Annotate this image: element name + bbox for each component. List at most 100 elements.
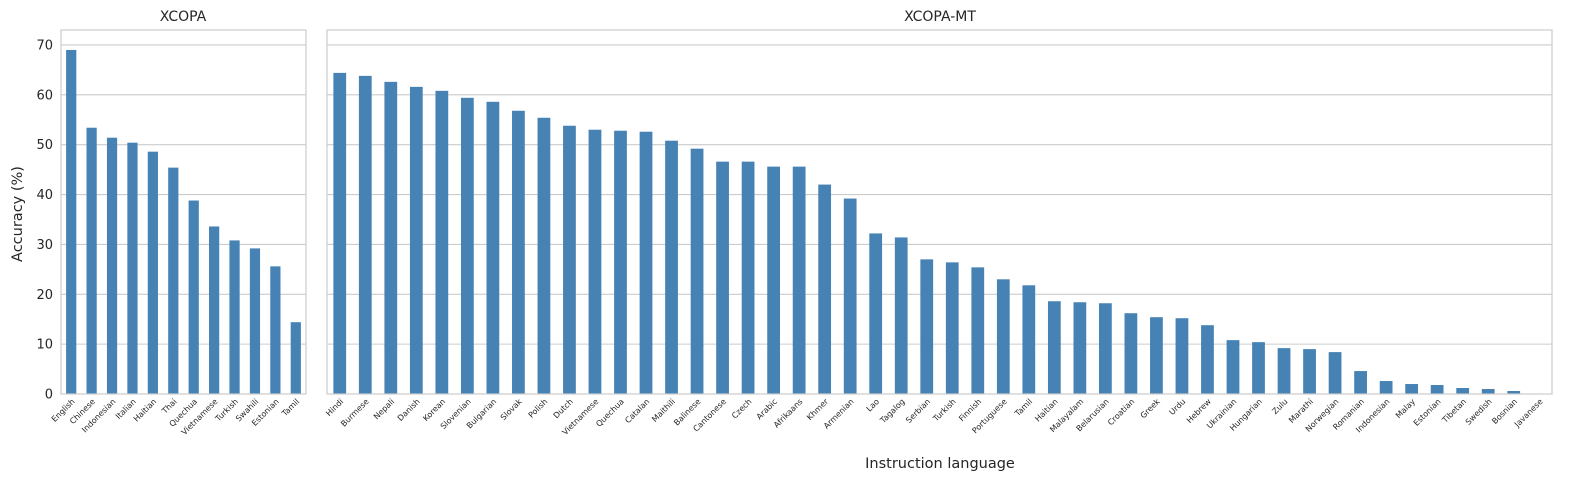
bar (818, 184, 832, 394)
bar (1456, 388, 1470, 394)
x-axis-label: Instruction language (865, 456, 1015, 472)
x-tick-label: Turkish (931, 397, 958, 424)
bar (1507, 391, 1521, 394)
x-tick-label: Slovak (499, 397, 524, 422)
x-tick-label: Danish (396, 397, 422, 423)
x-tick-label: Tamil (279, 397, 301, 419)
bar (894, 237, 908, 394)
x-tick-label: Greek (1139, 397, 1162, 420)
bar (358, 75, 372, 395)
y-tick-label: 70 (36, 38, 53, 53)
bar (168, 167, 179, 394)
bar (460, 97, 474, 395)
bar (1481, 389, 1495, 394)
x-tick-label: Tamil (1013, 397, 1035, 419)
xcopa-panel-title: XCOPA (160, 9, 207, 25)
bar (792, 166, 806, 394)
bar (614, 130, 627, 395)
bar (945, 262, 959, 394)
x-tick-label: Catalan (623, 397, 651, 425)
bar (1047, 301, 1061, 394)
x-tick-label: Hindi (324, 397, 345, 418)
bar (188, 200, 199, 394)
x-tick-label: Estonian (1412, 397, 1443, 428)
bar (1099, 303, 1112, 394)
bar (665, 140, 678, 394)
bar (106, 137, 118, 395)
y-axis-label: Accuracy (%) (10, 166, 26, 262)
x-tick-label: Serbian (904, 397, 932, 425)
bar (1226, 340, 1240, 394)
x-tick-label: Polish (527, 397, 550, 420)
bar (1354, 371, 1367, 394)
bar (869, 233, 883, 394)
bar (1022, 285, 1036, 394)
x-tick-label: Croatian (1106, 397, 1136, 427)
bar (512, 110, 525, 395)
bar (486, 101, 500, 395)
bar (333, 72, 347, 394)
x-tick-label: Swedish (1464, 397, 1494, 427)
y-tick-label: 20 (36, 288, 53, 303)
bar (1201, 325, 1214, 394)
bar (1124, 313, 1138, 394)
bar (409, 86, 423, 394)
bar (1405, 384, 1419, 394)
x-tick-label: Arabic (755, 397, 779, 421)
bar (971, 267, 985, 394)
x-tick-label: Czech (730, 397, 753, 420)
bar (249, 248, 261, 394)
bar (1277, 348, 1291, 394)
bar (639, 131, 653, 394)
bar (270, 266, 281, 394)
x-tick-label: Dutch (552, 397, 575, 420)
bar (920, 259, 934, 394)
bar (716, 161, 729, 394)
y-tick-label: 50 (36, 138, 53, 153)
bar (66, 49, 77, 395)
bar (1303, 349, 1316, 394)
bar (588, 129, 602, 395)
xcopa-mt-panel-title: XCOPA-MT (904, 9, 976, 25)
panel-frame (60, 29, 307, 395)
x-tick-label: Lao (865, 397, 882, 414)
x-tick-label: Urdu (1167, 397, 1187, 417)
bar (229, 240, 240, 394)
bar (767, 166, 780, 394)
bar (690, 148, 704, 394)
bar (843, 198, 857, 394)
x-tick-label: Nepali (372, 397, 396, 421)
bar (537, 117, 551, 394)
bar (1252, 342, 1265, 394)
y-tick-label: 40 (36, 188, 53, 203)
bar (147, 151, 158, 394)
xcopa-panel: 010203040506070EnglishChineseIndonesianI… (36, 29, 307, 437)
bar (86, 127, 97, 394)
x-tick-label: Quechua (594, 397, 626, 429)
bar (384, 81, 398, 394)
bar (1379, 381, 1393, 394)
bar (209, 226, 220, 394)
bar (1328, 352, 1342, 394)
bar (1175, 318, 1189, 394)
y-tick-label: 60 (36, 88, 53, 103)
bar (1073, 302, 1087, 394)
x-tick-label: Malay (1394, 397, 1417, 420)
bar (563, 125, 576, 394)
x-tick-label: Tagalog (878, 397, 907, 426)
y-tick-label: 10 (36, 338, 53, 353)
bar (1430, 385, 1444, 394)
panel-frame (326, 29, 1553, 395)
y-tick-label: 30 (36, 238, 53, 253)
x-tick-label: Zulu (1270, 397, 1289, 416)
bar (996, 279, 1010, 394)
x-tick-label: Burmese (339, 397, 371, 429)
y-tick-label: 0 (45, 388, 53, 403)
bar (290, 322, 301, 394)
x-tick-label: Haitian (132, 397, 159, 424)
bar (741, 161, 755, 394)
bar (127, 142, 138, 394)
bar (1150, 317, 1163, 394)
